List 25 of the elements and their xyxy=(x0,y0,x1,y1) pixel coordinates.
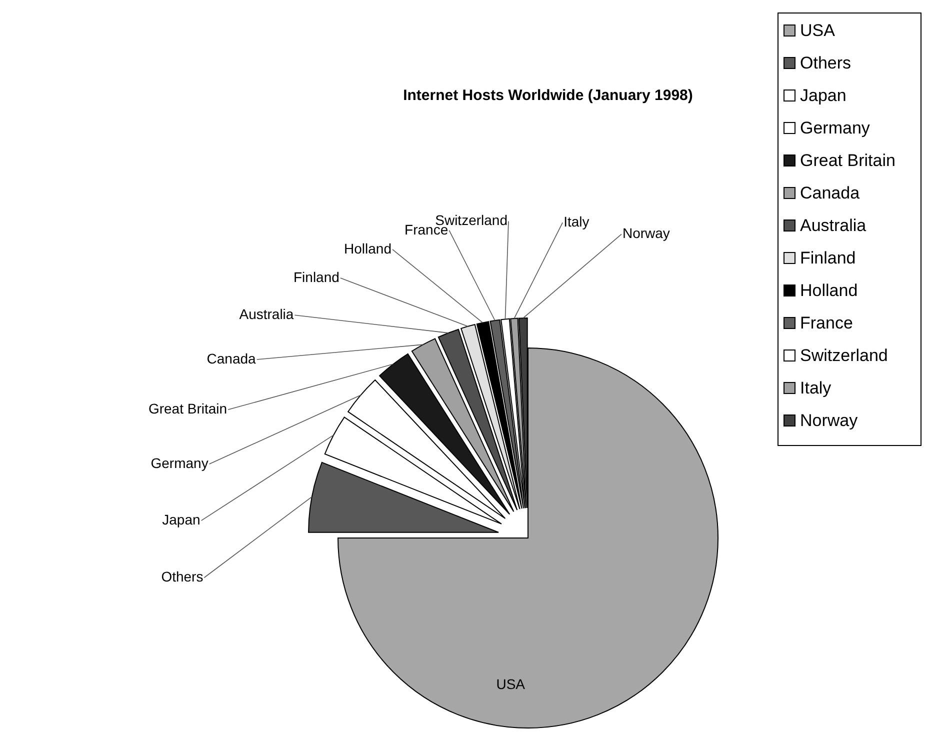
legend-label: France xyxy=(800,314,853,332)
category-label: Others xyxy=(161,568,204,585)
category-label: Italy xyxy=(564,214,590,230)
category-label: Germany xyxy=(150,454,208,471)
category-label: Norway xyxy=(622,225,670,242)
legend-label: Great Britain xyxy=(800,151,896,170)
legend-label: Norway xyxy=(800,411,858,430)
legend-label: Japan xyxy=(800,86,846,105)
category-label: Great Britain xyxy=(148,400,228,417)
legend-label: Finland xyxy=(800,248,856,268)
category-label: Finland xyxy=(294,269,340,286)
legend-label: Canada xyxy=(800,184,860,202)
legend-label: Others xyxy=(800,54,852,72)
legend-label: Germany xyxy=(800,118,870,138)
legend-label: Switzerland xyxy=(800,346,888,365)
slice-label: USA xyxy=(496,676,526,692)
legend-label: Australia xyxy=(800,216,867,235)
legend-label: USA xyxy=(800,21,836,40)
legend-label: Holland xyxy=(800,281,858,300)
legend-label: Italy xyxy=(800,378,832,398)
category-label: Canada xyxy=(206,350,256,367)
text: Internet Hosts Worldwide (January 1998) xyxy=(403,87,693,104)
category-label: Holland xyxy=(344,240,392,256)
category-label: Japan xyxy=(162,512,200,528)
category-label: Australia xyxy=(239,306,294,322)
